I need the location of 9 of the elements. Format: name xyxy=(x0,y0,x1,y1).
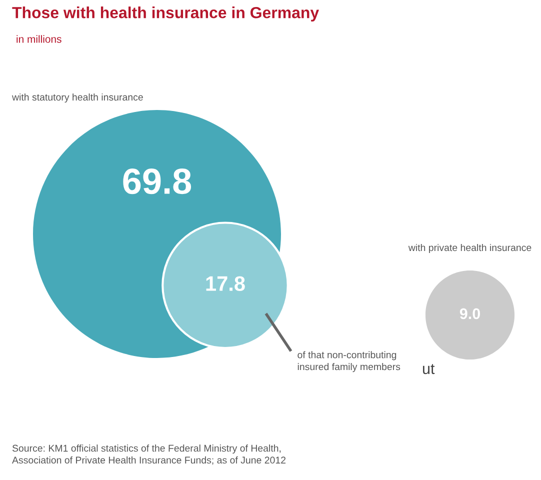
category-label: with private health insurance xyxy=(408,244,532,254)
data-label: 17.8 xyxy=(206,276,245,291)
text: Those with health insurance in Germany xyxy=(12,6,320,22)
text: ut xyxy=(422,364,435,374)
text: in millions xyxy=(16,35,62,43)
data-label: 69.8 xyxy=(123,168,192,194)
source-note: Source: KM1 official statistics of the Federal Ministry of Health, Association of Private Health Insurance Funds; as of June 2012 xyxy=(12,444,286,465)
category-label: with statutory health insurance xyxy=(12,93,143,103)
category-label: of that non-contributing insured family members xyxy=(298,351,400,372)
